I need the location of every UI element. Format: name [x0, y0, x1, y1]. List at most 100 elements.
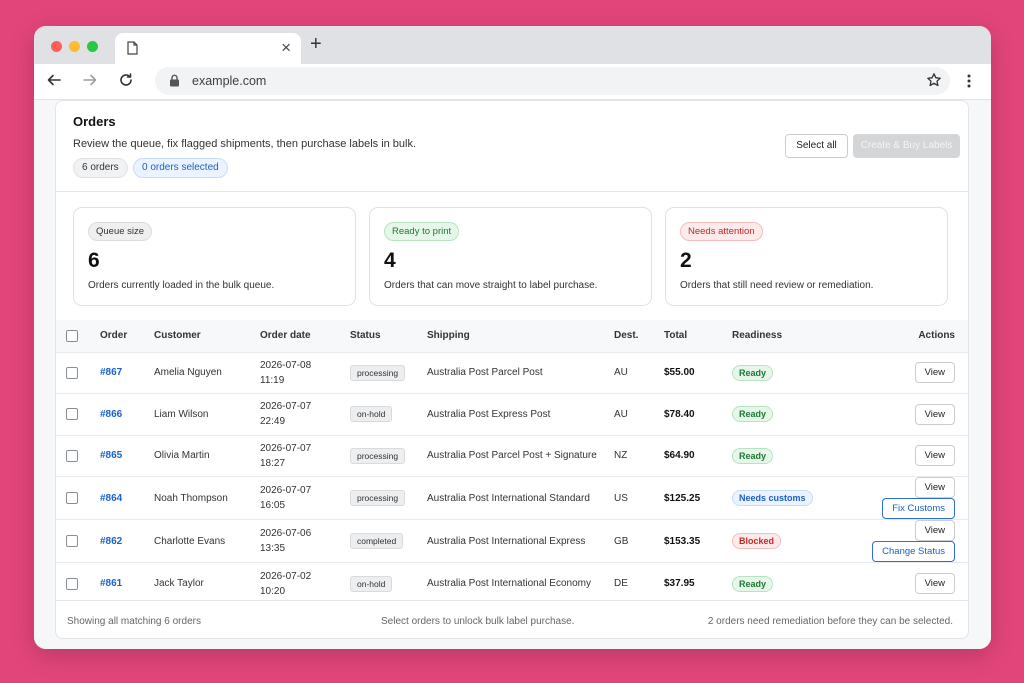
- order-date-cell: 2026-07-08 11:19: [260, 352, 350, 394]
- stat-card-ready-to-print: Ready to print 4 Orders that can move st…: [369, 207, 652, 306]
- shipping-method: Australia Post Parcel Post + Signature: [427, 450, 597, 462]
- view-button[interactable]: View: [914, 573, 955, 594]
- column-header-order-date[interactable]: Order date: [260, 330, 311, 342]
- url-text: example.com: [192, 74, 267, 88]
- order-date: 2026-07-07: [260, 401, 312, 413]
- order-date: 2026-07-06: [260, 528, 312, 539]
- footer-remediation-note: 2 orders need remediation before they ca…: [707, 616, 953, 627]
- shipping-method: Australia Post International Express: [427, 535, 586, 547]
- table-row: #862 Charlotte Evans 2026-07-06 13:35 com…: [56, 519, 968, 563]
- order-date-cell: 2026-07-07 18:27: [260, 435, 350, 477]
- view-button[interactable]: View: [914, 520, 955, 541]
- page-viewport: Orders Review the queue, fix flagged shi…: [34, 100, 991, 649]
- column-header-shipping[interactable]: Shipping: [427, 330, 470, 342]
- order-time: 16:05: [260, 500, 286, 511]
- browser-tab[interactable]: ×: [115, 33, 301, 64]
- stat-description: Orders that still need review or remedia…: [680, 280, 874, 291]
- stat-tag: Queue size: [88, 222, 153, 241]
- order-date-cell: 2026-07-07 16:05: [260, 477, 350, 520]
- order-time: 10:20: [260, 585, 286, 597]
- order-total: $153.35: [664, 535, 701, 547]
- view-button[interactable]: View: [914, 445, 955, 467]
- fix-customs-button[interactable]: Fix Customs: [882, 498, 955, 519]
- customer-name: Liam Wilson: [154, 408, 209, 420]
- order-link[interactable]: #864: [100, 492, 123, 504]
- window-close-control[interactable]: [51, 41, 62, 52]
- status-badge: processing: [350, 447, 406, 464]
- order-time: 18:27: [260, 457, 286, 469]
- column-header-readiness: Readiness: [732, 330, 783, 342]
- stat-card-needs-attention: Needs attention 2 Orders that still need…: [665, 207, 948, 306]
- status-badge: completed: [350, 533, 404, 549]
- order-date-cell: 2026-07-02 10:20: [260, 563, 350, 605]
- order-date-cell: 2026-07-06 13:35: [260, 520, 350, 563]
- order-date: 2026-07-07: [260, 485, 312, 496]
- select-all-checkbox[interactable]: [66, 329, 78, 342]
- customer-name: Jack Taylor: [154, 578, 204, 589]
- status-badge: on-hold: [350, 575, 393, 592]
- create-buy-labels-button[interactable]: Create & Buy Labels: [853, 134, 960, 158]
- customer-name: Noah Thompson: [154, 492, 228, 504]
- select-all-button[interactable]: Select all: [785, 134, 848, 158]
- column-header-order[interactable]: Order: [100, 330, 128, 342]
- orders-table: Order Customer Order date Status Shippin…: [56, 320, 968, 605]
- order-link[interactable]: #867: [100, 367, 123, 379]
- plus-icon[interactable]: +: [310, 33, 322, 55]
- column-header-actions: Actions: [918, 330, 955, 342]
- column-header-customer[interactable]: Customer: [154, 330, 201, 342]
- order-link[interactable]: #865: [100, 450, 123, 462]
- star-icon[interactable]: [926, 72, 942, 93]
- close-icon[interactable]: ×: [281, 38, 291, 57]
- view-button[interactable]: View: [914, 362, 955, 384]
- browser-window: × + example.com Orders: [34, 26, 991, 649]
- forward-arrow-icon[interactable]: [82, 72, 98, 93]
- change-status-button[interactable]: Change Status: [872, 541, 955, 562]
- readiness-badge: Needs customs: [732, 490, 813, 506]
- stat-value: 6: [88, 249, 100, 272]
- row-checkbox[interactable]: [66, 449, 78, 462]
- view-button[interactable]: View: [914, 403, 955, 425]
- row-checkbox[interactable]: [66, 366, 78, 379]
- order-total: $125.25: [664, 492, 701, 504]
- window-maximize-control[interactable]: [87, 41, 98, 52]
- readiness-badge: Ready: [732, 364, 774, 381]
- footer-selection-hint: Select orders to unlock bulk label purch…: [381, 616, 575, 627]
- status-badge: on-hold: [350, 406, 393, 423]
- column-header-status[interactable]: Status: [350, 330, 381, 342]
- order-link[interactable]: #866: [100, 408, 123, 420]
- reload-icon[interactable]: [118, 72, 134, 93]
- lock-icon: [169, 74, 180, 92]
- readiness-badge: Ready: [732, 575, 774, 592]
- column-header-dest[interactable]: Dest.: [614, 330, 639, 342]
- order-total: $78.40: [664, 408, 695, 420]
- window-minimize-control[interactable]: [69, 41, 80, 52]
- selected-count-badge: 0 orders selected: [133, 158, 228, 178]
- order-link[interactable]: #861: [100, 578, 123, 589]
- kebab-menu-icon[interactable]: [966, 73, 972, 94]
- view-button[interactable]: View: [914, 477, 955, 498]
- orders-card: Orders Review the queue, fix flagged shi…: [55, 100, 969, 639]
- column-header-total[interactable]: Total: [664, 330, 688, 342]
- row-checkbox[interactable]: [66, 492, 78, 504]
- shipping-method: Australia Post Parcel Post: [427, 367, 543, 379]
- order-total: $37.95: [664, 578, 695, 589]
- customer-name: Amelia Nguyen: [154, 367, 222, 379]
- order-time: 22:49: [260, 416, 286, 428]
- order-date: 2026-07-02: [260, 570, 312, 582]
- readiness-badge: Blocked: [732, 533, 782, 549]
- customer-name: Olivia Martin: [154, 450, 210, 462]
- row-checkbox[interactable]: [66, 535, 78, 547]
- readiness-badge: Ready: [732, 447, 774, 464]
- select-all-checkbox-cell: [56, 320, 100, 352]
- row-checkbox[interactable]: [66, 408, 78, 421]
- back-arrow-icon[interactable]: [46, 72, 62, 93]
- stat-value: 2: [680, 249, 692, 272]
- row-checkbox[interactable]: [66, 577, 78, 590]
- footer-result-count: Showing all matching 6 orders: [67, 616, 201, 627]
- page-subtitle: Review the queue, fix flagged shipments,…: [73, 138, 417, 150]
- destination: US: [614, 492, 628, 504]
- stat-description: Orders that can move straight to label p…: [384, 280, 598, 291]
- address-bar[interactable]: example.com: [155, 67, 950, 95]
- order-link[interactable]: #862: [100, 535, 123, 547]
- browser-toolbar: example.com: [34, 64, 991, 100]
